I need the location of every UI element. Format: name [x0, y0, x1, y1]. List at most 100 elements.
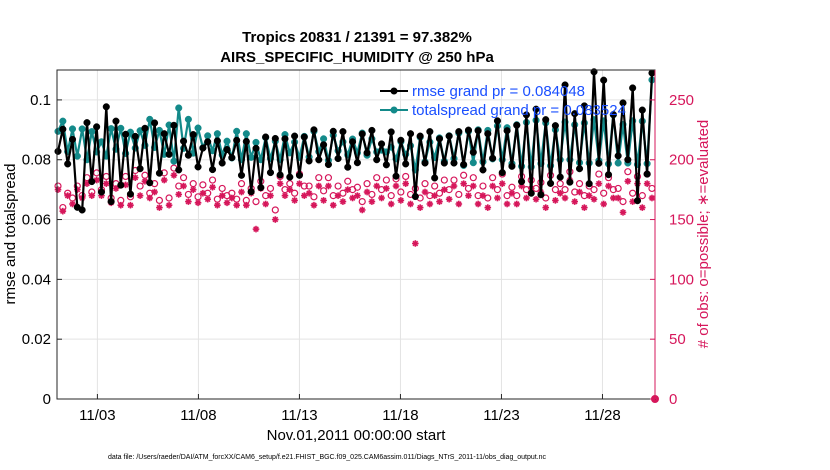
obs-possible-point — [431, 182, 439, 190]
obs-evaluated-point — [325, 182, 332, 190]
obs-possible-point — [629, 189, 637, 197]
obs-evaluated-point — [310, 201, 318, 209]
obs-evaluated-point — [170, 171, 178, 179]
obs-evaluated-point — [421, 188, 429, 196]
y-tick-label-left: 0.1 — [30, 92, 51, 109]
y-tick-label-right: 100 — [669, 271, 694, 288]
obs-possible-point — [344, 177, 352, 185]
obs-evaluated-point — [156, 204, 163, 211]
rmse-point — [329, 127, 337, 135]
rmse-point — [489, 154, 497, 162]
obs-evaluated-point — [339, 198, 347, 205]
obs-evaluated-point — [272, 216, 279, 223]
rmse-point — [242, 137, 250, 146]
obs-evaluated-point — [300, 192, 308, 199]
rmse-point — [397, 136, 405, 144]
obs-possible-point — [460, 171, 468, 179]
obs-possible-point — [619, 198, 627, 206]
y-tick-label-left: 0.06 — [22, 212, 51, 229]
obs-possible-point — [402, 172, 410, 181]
data-file-footer: data file: /Users/raeder/DAI/ATM_forcXX/… — [108, 454, 547, 461]
obs-evaluated-point — [552, 197, 559, 204]
obs-evaluated-point — [165, 201, 173, 209]
obs-possible-point — [305, 182, 313, 190]
rmse-point — [547, 179, 555, 187]
obs-evaluated-point — [590, 195, 598, 203]
obs-evaluated-point — [498, 180, 506, 187]
rmse-point — [291, 132, 299, 140]
obs-evaluated-point — [296, 180, 303, 187]
obs-evaluated-point — [185, 198, 192, 205]
obs-evaluated-point — [117, 201, 125, 209]
obs-possible-point — [353, 183, 362, 191]
obs-possible-point — [208, 176, 217, 184]
obs-evaluated-point — [624, 177, 632, 185]
rmse-point — [305, 157, 313, 165]
obs-possible-point — [455, 190, 463, 199]
obs-evaluated-point — [228, 194, 236, 202]
obs-possible-point — [179, 174, 188, 182]
obs-possible-point — [397, 188, 405, 196]
totalspread-point — [175, 104, 183, 112]
obs-possible-point — [595, 170, 603, 178]
obs-evaluated-point — [223, 199, 231, 207]
y-tick-label-left: 0.02 — [22, 331, 51, 348]
rmse-point — [503, 127, 511, 135]
obs-evaluated-point — [585, 192, 593, 199]
obs-evaluated-point — [513, 200, 521, 208]
rmse-point — [464, 126, 473, 134]
rmse-point — [590, 68, 598, 76]
obs-evaluated-point — [412, 240, 419, 247]
rmse-point — [271, 134, 279, 143]
y-tick-label-right: 200 — [669, 152, 694, 169]
rmse-point — [551, 122, 559, 130]
obs-evaluated-point — [474, 200, 482, 208]
rmse-point — [426, 128, 434, 136]
obs-evaluated-point — [402, 180, 409, 187]
rmse-point — [445, 132, 453, 140]
rmse-point — [595, 159, 603, 167]
obs-evaluated-point — [131, 174, 139, 181]
totalspread-point — [233, 127, 241, 135]
y-axis-left-ticks: 0 0.02 0.04 0.06 0.08 0.1 — [22, 92, 62, 408]
rmse-point — [107, 198, 115, 206]
totalspread-point — [170, 157, 178, 165]
rmse-point — [83, 119, 91, 127]
totalspread-point — [78, 125, 86, 133]
totalspread-point — [213, 130, 221, 138]
obs-evaluated-point — [503, 200, 511, 208]
rmse-point — [498, 169, 506, 177]
obs-evaluated-point — [151, 188, 158, 196]
x-tick-label: 11/18 — [382, 407, 418, 424]
obs-evaluated-point — [112, 185, 120, 192]
totalspread-point — [73, 152, 81, 160]
totalspread-point — [117, 124, 125, 132]
y-tick-label-right: 250 — [669, 92, 694, 109]
x-axis-label: Nov.01,2011 00:00:00 start — [267, 427, 447, 444]
obs-evaluated-point — [175, 191, 183, 198]
rmse-point — [493, 117, 501, 125]
obs-evaluated-point — [368, 198, 376, 205]
obs-evaluated-point — [445, 195, 453, 203]
obs-possible-point — [315, 174, 323, 182]
rmse-point — [295, 171, 304, 179]
obs-evaluated-point — [571, 198, 579, 205]
rmse-point — [257, 183, 265, 192]
obs-evaluated-point — [136, 192, 144, 199]
obs-evaluated-point — [218, 192, 226, 199]
x-tick-label: 11/23 — [483, 407, 519, 424]
obs-possible-point — [266, 184, 275, 193]
obs-possible-point — [556, 180, 564, 188]
rmse-point — [479, 166, 487, 174]
obs-evaluated-point — [441, 186, 448, 193]
rmse-point — [97, 188, 106, 196]
rmse-point — [358, 130, 366, 138]
totalspread-point — [146, 115, 154, 123]
obs-possible-point — [489, 174, 497, 182]
rmse-point — [600, 76, 608, 84]
obs-evaluated-point — [484, 204, 492, 211]
y-axis-right-ticks: 0 50 100 150 200 250 — [650, 92, 694, 408]
totalspread-point — [320, 135, 328, 143]
rmse-point — [165, 150, 173, 158]
